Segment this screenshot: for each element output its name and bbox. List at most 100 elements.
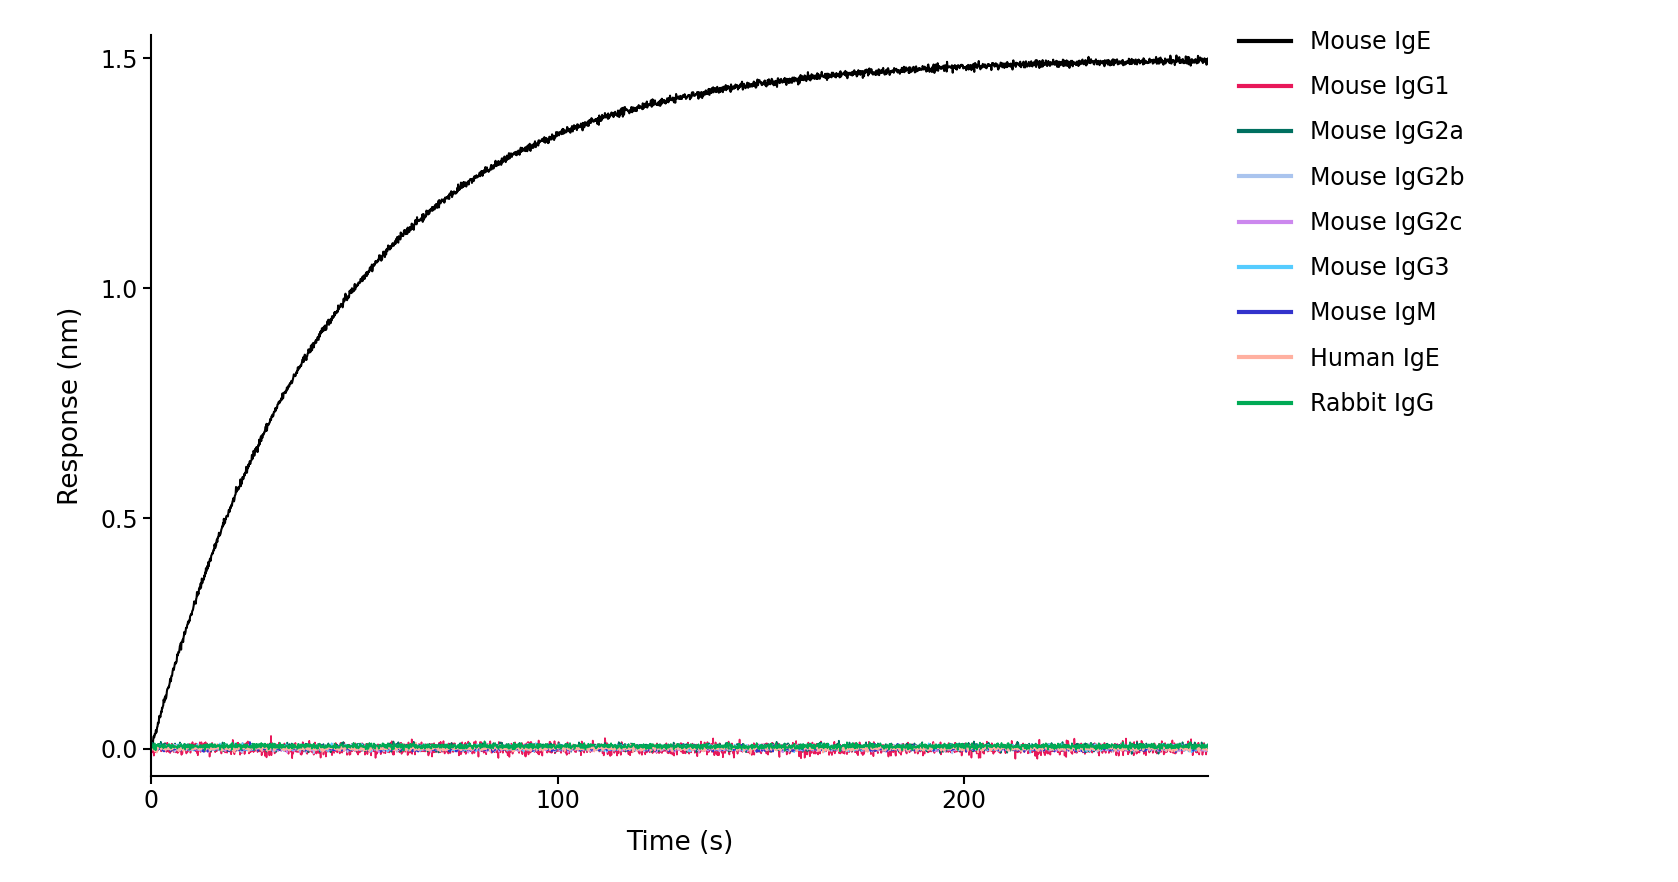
Human IgE [963, 743, 983, 753]
Mouse IgG1 [963, 746, 983, 757]
Mouse IgM [240, 736, 260, 747]
Human IgE [406, 737, 426, 748]
Mouse IgM [963, 741, 983, 751]
Rabbit IgG [963, 740, 983, 751]
Human IgE [200, 744, 220, 755]
Mouse IgG1 [376, 748, 396, 759]
Mouse IgE [285, 369, 305, 379]
Mouse IgG2a [200, 743, 220, 753]
Mouse IgG2c [987, 742, 1007, 752]
Mouse IgM [836, 743, 856, 753]
Mouse IgE [1166, 50, 1186, 61]
Mouse IgG2c [200, 743, 220, 753]
Mouse IgG2b [1198, 745, 1218, 756]
Mouse IgM [141, 743, 161, 753]
Mouse IgG1 [1027, 753, 1047, 764]
Mouse IgG2b [836, 742, 856, 752]
Mouse IgG2c [963, 742, 983, 752]
Y-axis label: Response (nm): Response (nm) [57, 307, 84, 505]
Mouse IgG3 [1198, 744, 1218, 755]
Mouse IgG3 [985, 741, 1005, 751]
Mouse IgG2a [141, 743, 161, 753]
Mouse IgG2a [829, 736, 849, 746]
Mouse IgG1 [141, 750, 161, 760]
Line: Mouse IgG2c: Mouse IgG2c [151, 744, 1208, 752]
Human IgE [374, 742, 394, 752]
Rabbit IgG [374, 740, 394, 751]
Mouse IgG2a [963, 743, 983, 753]
Mouse IgG2a [836, 744, 856, 754]
Mouse IgM [200, 741, 220, 751]
Mouse IgG2b [376, 744, 396, 755]
Rabbit IgG [475, 736, 495, 746]
Mouse IgE [963, 61, 983, 71]
Mouse IgE [985, 59, 1005, 70]
Mouse IgG2b [943, 748, 963, 759]
Line: Mouse IgG2b: Mouse IgG2b [151, 744, 1208, 753]
Line: Mouse IgG1: Mouse IgG1 [151, 736, 1208, 759]
Mouse IgE [836, 70, 856, 80]
Mouse IgG3 [1020, 747, 1040, 758]
Mouse IgM [376, 744, 396, 755]
Rabbit IgG [141, 743, 161, 753]
Mouse IgG2c [522, 738, 542, 749]
Rabbit IgG [200, 739, 220, 750]
Mouse IgG3 [836, 743, 856, 753]
Mouse IgE [1198, 56, 1218, 67]
Mouse IgG1 [262, 730, 282, 741]
Mouse IgM [1166, 747, 1186, 758]
Line: Mouse IgG3: Mouse IgG3 [151, 743, 1208, 752]
Mouse IgG2c [285, 743, 305, 753]
Human IgE [837, 744, 857, 754]
Mouse IgG2c [837, 742, 857, 752]
Rabbit IgG [987, 743, 1007, 753]
Mouse IgG2b [963, 744, 983, 754]
Mouse IgM [1198, 744, 1218, 755]
Mouse IgG1 [836, 744, 856, 755]
Mouse IgG1 [985, 740, 1005, 751]
Rabbit IgG [1198, 743, 1218, 753]
Mouse IgG1 [1198, 740, 1218, 751]
Mouse IgG2c [374, 743, 394, 753]
Mouse IgG1 [200, 743, 220, 753]
Mouse IgM [287, 742, 307, 752]
Mouse IgG2a [985, 742, 1005, 752]
Human IgE [285, 744, 305, 754]
Line: Mouse IgM: Mouse IgM [151, 742, 1208, 752]
Mouse IgG3 [287, 744, 307, 754]
Mouse IgE [200, 556, 220, 566]
Mouse IgG3 [200, 742, 220, 752]
X-axis label: Time (s): Time (s) [626, 830, 733, 856]
Mouse IgG3 [963, 741, 983, 751]
Mouse IgG2b [285, 743, 305, 753]
Mouse IgG2a [374, 744, 394, 755]
Line: Human IgE: Human IgE [151, 743, 1208, 753]
Mouse IgG2b [200, 741, 220, 751]
Mouse IgG2c [141, 743, 161, 753]
Mouse IgM [985, 743, 1005, 753]
Legend: Mouse IgE, Mouse IgG1, Mouse IgG2a, Mouse IgG2b, Mouse IgG2c, Mouse IgG3, Mouse : Mouse IgE, Mouse IgG1, Mouse IgG2a, Mous… [1230, 20, 1473, 425]
Mouse IgG3 [141, 743, 161, 753]
Mouse IgE [141, 743, 161, 753]
Human IgE [1198, 744, 1218, 755]
Line: Mouse IgG2a: Mouse IgG2a [151, 741, 1208, 754]
Rabbit IgG [285, 742, 305, 752]
Mouse IgG2a [285, 742, 305, 752]
Mouse IgG2c [458, 747, 478, 758]
Line: Rabbit IgG: Rabbit IgG [151, 741, 1208, 751]
Rabbit IgG [831, 746, 851, 757]
Mouse IgE [374, 251, 394, 262]
Human IgE [740, 748, 760, 759]
Mouse IgG2c [1198, 744, 1218, 755]
Mouse IgG2b [141, 744, 161, 754]
Mouse IgG3 [376, 740, 396, 751]
Mouse IgG2a [1121, 749, 1141, 759]
Mouse IgG1 [287, 744, 307, 755]
Mouse IgG2b [324, 738, 344, 749]
Mouse IgG2b [987, 744, 1007, 755]
Mouse IgG2a [1198, 745, 1218, 756]
Human IgE [141, 742, 161, 752]
Human IgE [987, 744, 1007, 755]
Mouse IgG3 [233, 737, 253, 748]
Rabbit IgG [837, 741, 857, 751]
